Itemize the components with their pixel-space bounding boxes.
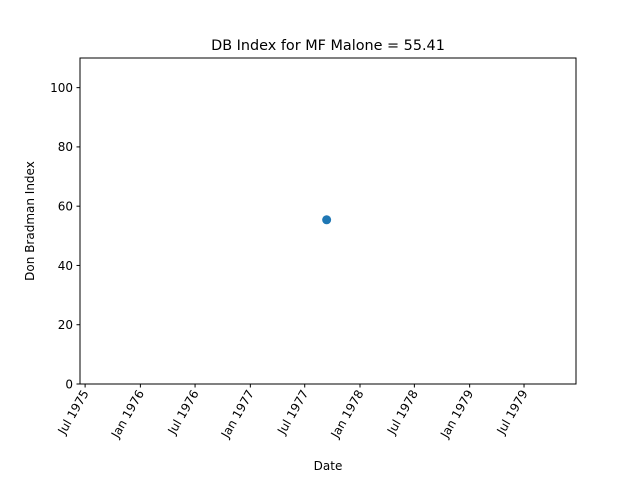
y-tick-label: 100 (50, 81, 73, 95)
y-axis-ticks: 0 20 40 60 80 100 (50, 81, 80, 391)
y-tick-label: 20 (58, 318, 73, 332)
y-tick-label: 40 (58, 259, 73, 273)
y-tick-label: 60 (58, 199, 73, 213)
data-points (322, 215, 332, 225)
plot-area-frame (79, 57, 577, 385)
data-point (322, 215, 332, 225)
y-axis-label: Don Bradman Index (23, 161, 37, 281)
x-axis-label: Date (314, 459, 343, 473)
y-tick-label: 80 (58, 140, 73, 154)
chart-title: DB Index for MF Malone = 55.41 (211, 38, 445, 54)
y-tick-label: 0 (65, 377, 73, 391)
